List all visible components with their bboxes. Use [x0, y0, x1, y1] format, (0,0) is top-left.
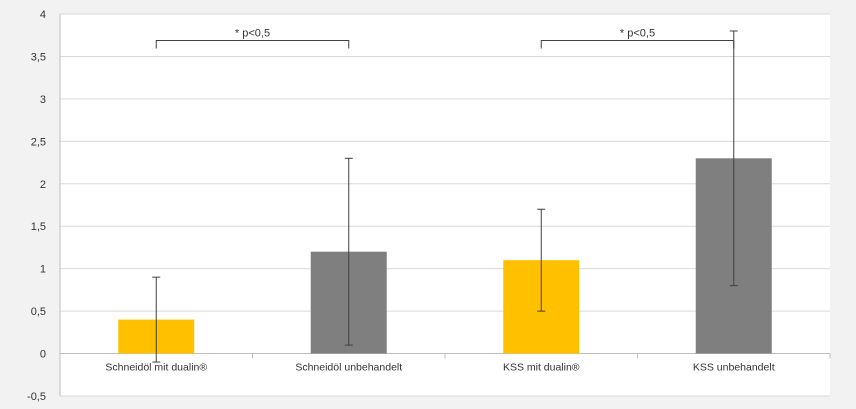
y-tick-label: 2	[40, 179, 46, 191]
x-tick-label: KSS mit dualin®	[503, 362, 580, 374]
y-tick-label: 3	[40, 94, 46, 106]
y-tick-label: 3,5	[31, 51, 46, 63]
significance-bracket	[155, 39, 350, 49]
x-tick-label: Schneidöl unbehandelt	[295, 362, 402, 374]
y-tick-label: -0,5	[27, 391, 46, 403]
y-tick-label: 1,5	[31, 221, 46, 233]
significance-label: * p<0,5	[620, 27, 655, 39]
significance-bracket	[540, 39, 735, 49]
y-tick-label: 0,5	[31, 306, 46, 318]
y-tick-label: 4	[40, 9, 46, 21]
y-tick-label: 2,5	[31, 136, 46, 148]
y-tick-label: 1	[40, 264, 46, 276]
x-tick-label: KSS unbehandelt	[693, 362, 775, 374]
significance-label: * p<0,5	[235, 27, 270, 39]
x-tick-label: Schneidöl mit dualin®	[105, 362, 207, 374]
y-tick-label: 0	[40, 349, 46, 361]
